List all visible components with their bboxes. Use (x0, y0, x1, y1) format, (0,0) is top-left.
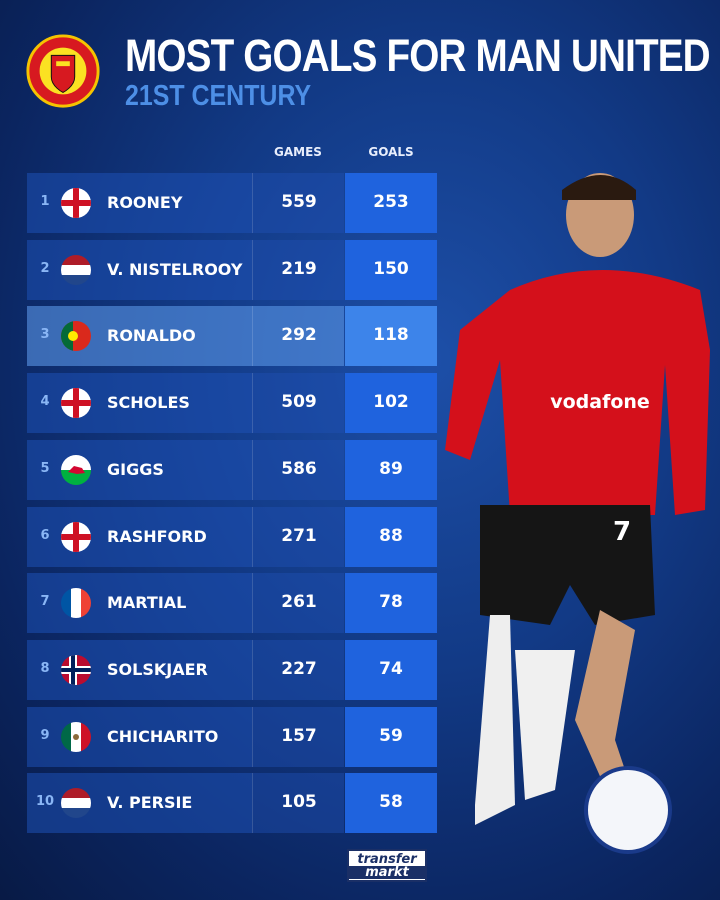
england-flag-icon (61, 521, 91, 552)
rank: 7 (40, 594, 50, 610)
player-name: SOLSKJAER (107, 659, 208, 679)
table-row: 261 78 7 MARTIAL (27, 573, 437, 634)
player-name: SCHOLES (107, 393, 190, 413)
games-cell: 219 (252, 239, 344, 300)
player-name: RONALDO (107, 326, 196, 346)
page-subtitle: 21ST CENTURY (125, 80, 312, 112)
shirt-sponsor: vodafone (550, 391, 650, 413)
netherlands-flag-icon (61, 254, 91, 285)
portugal-flag-icon (61, 321, 91, 352)
player-name: V. PERSIE (107, 793, 193, 813)
games-value: 219 (281, 258, 317, 279)
player-name: RASHFORD (107, 526, 207, 546)
games-cell: 157 (252, 706, 344, 767)
manchester-united-crest-icon (26, 34, 100, 108)
shirt-number: 7 (613, 517, 631, 547)
games-cell: 227 (252, 639, 344, 700)
goals-value: 89 (379, 458, 403, 479)
rank: 3 (40, 327, 50, 343)
norway-flag-icon (61, 654, 91, 685)
goals-value: 74 (379, 658, 403, 679)
games-value: 292 (281, 325, 317, 346)
goals-value: 88 (379, 525, 403, 546)
games-value: 261 (281, 592, 317, 613)
games-cell: 292 (252, 306, 344, 367)
player-name: V. NISTELROOY (107, 259, 243, 279)
games-value: 586 (281, 458, 317, 479)
games-cell: 509 (252, 373, 344, 434)
goals-cell: 74 (345, 639, 437, 700)
player-name: MARTIAL (107, 593, 187, 613)
column-header-games: GAMES (274, 145, 322, 159)
goals-cell: 88 (345, 506, 437, 567)
games-value: 271 (281, 525, 317, 546)
goals-cell: 118 (345, 306, 437, 367)
player-name: CHICHARITO (107, 726, 219, 746)
wales-flag-icon (61, 454, 91, 485)
goals-value: 118 (373, 325, 409, 346)
goals-value: 102 (373, 392, 409, 413)
table-row: 586 89 5 GIGGS (27, 439, 437, 500)
column-header-goals: GOALS (368, 145, 414, 159)
games-cell: 105 (252, 773, 344, 834)
transfermarkt-logo: transfer markt (347, 849, 427, 882)
page-title: MOST GOALS FOR MAN UNITED (125, 30, 711, 81)
table-row: 227 74 8 SOLSKJAER (27, 639, 437, 700)
games-value: 105 (281, 792, 317, 813)
goals-value: 150 (373, 258, 409, 279)
table-row: 271 88 6 RASHFORD (27, 506, 437, 567)
netherlands-flag-icon (61, 788, 91, 819)
goals-value: 78 (379, 592, 403, 613)
goals-cell: 89 (345, 439, 437, 500)
mexico-flag-icon (61, 721, 91, 752)
games-value: 157 (281, 725, 317, 746)
goals-cell: 102 (345, 373, 437, 434)
rank: 6 (40, 527, 50, 543)
games-value: 559 (281, 192, 317, 212)
goals-value: 58 (379, 792, 403, 813)
games-cell: 271 (252, 506, 344, 567)
england-flag-icon (61, 388, 91, 419)
rank: 9 (40, 727, 50, 743)
rank: 2 (40, 260, 50, 276)
rank: 10 (35, 794, 55, 810)
table-row: 219 150 2 V. NISTELROOY (27, 239, 437, 300)
player-name: GIGGS (107, 459, 164, 479)
games-cell: 559 (252, 173, 344, 233)
goals-value: 59 (379, 725, 403, 746)
england-flag-icon (61, 188, 91, 218)
goals-cell: 253 (345, 173, 437, 233)
player-name: ROONEY (107, 193, 183, 212)
games-value: 227 (281, 658, 317, 679)
table-row: 292 118 3 RONALDO (27, 306, 437, 367)
goals-cell: 58 (345, 773, 437, 834)
table-row: 559 253 1 ROONEY (27, 173, 437, 233)
games-cell: 261 (252, 573, 344, 634)
france-flag-icon (61, 588, 91, 619)
table-row: 509 102 4 SCHOLES (27, 373, 437, 434)
games-value: 509 (281, 392, 317, 413)
table-row: 157 59 9 CHICHARITO (27, 706, 437, 767)
brand-bottom: markt (349, 866, 425, 879)
rank: 5 (40, 460, 50, 476)
goals-value: 253 (373, 192, 409, 212)
rank: 8 (40, 660, 50, 676)
goals-cell: 150 (345, 239, 437, 300)
rank: 1 (40, 194, 50, 209)
table-row: 105 58 10 V. PERSIE (27, 773, 437, 834)
games-cell: 586 (252, 439, 344, 500)
goals-cell: 78 (345, 573, 437, 634)
goals-cell: 59 (345, 706, 437, 767)
rank: 4 (40, 394, 50, 410)
brand-top: transfer (357, 852, 417, 867)
player-photo: vodafone 7 (445, 173, 710, 854)
